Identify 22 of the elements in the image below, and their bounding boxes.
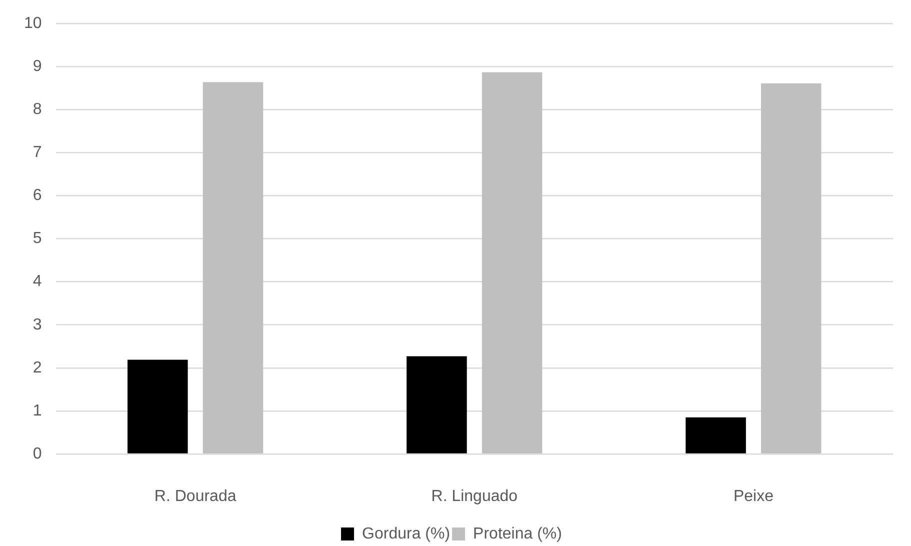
legend-label: Proteina (%) bbox=[473, 525, 562, 542]
y-tick-label: 6 bbox=[32, 187, 42, 204]
y-tick-label: 4 bbox=[32, 273, 42, 290]
y-tick-label: 9 bbox=[32, 58, 42, 76]
y-tick-label: 7 bbox=[32, 144, 42, 162]
x-tick-label: Peixe bbox=[733, 488, 774, 506]
x-tick-label: R. Dourada bbox=[154, 488, 236, 506]
bar bbox=[202, 82, 264, 454]
y-tick-label: 8 bbox=[32, 101, 42, 118]
x-tick-label: R. Linguado bbox=[431, 488, 518, 506]
y-tick-label: 10 bbox=[24, 15, 42, 32]
bar bbox=[128, 360, 188, 454]
y-tick-label: 0 bbox=[32, 445, 42, 462]
legend-label: Gordura (%) bbox=[362, 525, 450, 542]
bar bbox=[761, 83, 822, 454]
bar bbox=[406, 356, 467, 454]
y-tick-label: 1 bbox=[32, 402, 42, 420]
bar bbox=[686, 417, 746, 454]
y-tick-label: 2 bbox=[32, 359, 42, 376]
y-tick-label: 5 bbox=[32, 230, 42, 248]
y-tick-label: 3 bbox=[32, 316, 42, 334]
bar bbox=[482, 72, 542, 454]
